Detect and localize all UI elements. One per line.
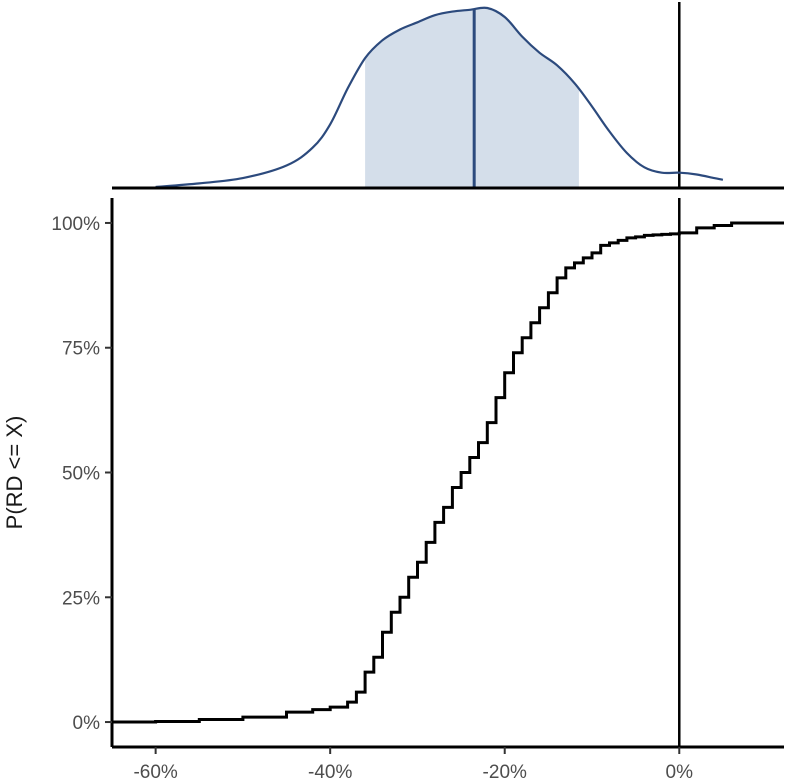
x-tick-label: 0% <box>666 762 694 781</box>
density-interval-fill <box>365 7 579 188</box>
y-axis-title: P(RD <= X) <box>2 416 27 530</box>
y-tick-label: 50% <box>62 464 100 485</box>
y-tick-label: 25% <box>62 588 100 609</box>
x-tick-label: -60% <box>133 762 177 781</box>
density-curve <box>155 6 724 189</box>
y-tick-label: 0% <box>73 713 101 734</box>
x-tick-label: -40% <box>308 762 352 781</box>
y-tick-label: 75% <box>62 339 100 360</box>
ecdf-step-line <box>112 221 784 724</box>
y-tick-label: 100% <box>51 214 100 235</box>
x-tick-label: -20% <box>483 762 527 781</box>
